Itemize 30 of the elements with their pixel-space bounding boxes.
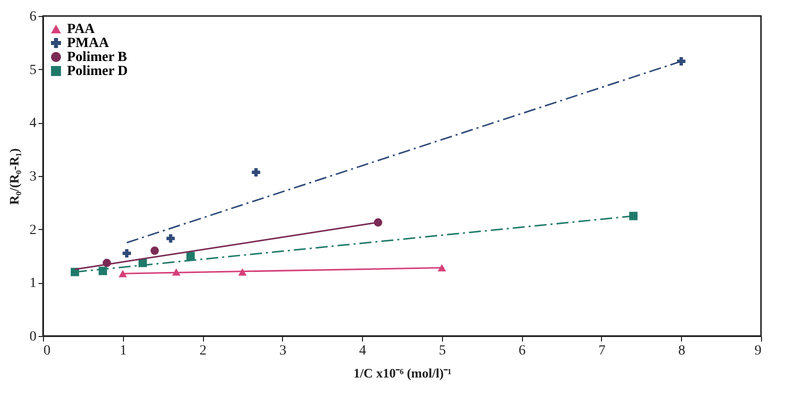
x-tick-label: 9 (754, 344, 762, 358)
x-tick-label: 2 (200, 344, 207, 358)
point (186, 252, 195, 260)
x-tick-label: 8 (678, 344, 686, 358)
legend-label: Polimer B (67, 50, 128, 65)
x-tick-label: 3 (279, 344, 286, 358)
y-tick-label: 4 (30, 116, 36, 132)
legend-label: PMAA (67, 36, 110, 51)
x-axis-title: 1/C x10⁻⁶ (mol/l)⁻¹ (353, 366, 452, 380)
y-tick-label: 3 (30, 170, 36, 184)
legend-label: Polimer D (67, 64, 128, 79)
x-tick-label: 5 (438, 344, 446, 358)
y-tick-label: 6 (30, 10, 36, 24)
x-tick-label: 4 (359, 344, 366, 358)
y-tick-label: 2 (30, 222, 36, 238)
y-tick-label: 5 (30, 62, 36, 78)
point (252, 168, 260, 176)
point (150, 246, 159, 255)
point (122, 249, 131, 258)
x-tick-label: 6 (518, 344, 526, 358)
point (677, 57, 686, 66)
point (438, 264, 446, 272)
y-tick-label: 1 (30, 276, 36, 292)
x-tick-label: 0 (44, 344, 50, 358)
point (166, 234, 175, 243)
legend-label: PAA (67, 22, 96, 37)
y-axis-title: R₀/(R₀-R₁) (6, 148, 22, 205)
x-tick-label: 1 (120, 344, 127, 358)
x-tick-label: 7 (598, 344, 606, 358)
y-tick-label: 0 (30, 330, 36, 344)
